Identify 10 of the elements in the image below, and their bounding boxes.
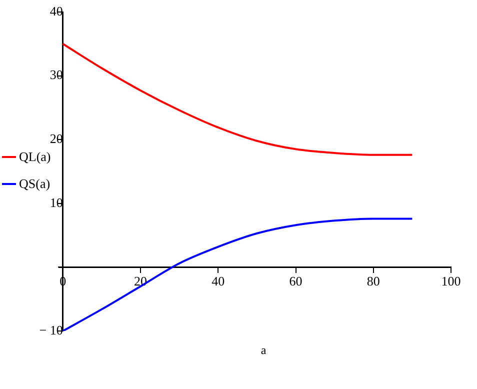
x-tick-label: 40 [212, 273, 225, 288]
line-series [62, 42, 414, 156]
x-axis-title: a [260, 343, 268, 358]
x-tick-label: 80 [366, 273, 380, 288]
line-series [62, 218, 414, 331]
y-tick-label: 40 [50, 3, 63, 18]
x-tick-label: 60 [289, 273, 302, 288]
x-tick-label: 100 [441, 273, 461, 288]
legend-label: QS(a) [19, 176, 50, 191]
legend-label: QL(a) [19, 149, 51, 164]
